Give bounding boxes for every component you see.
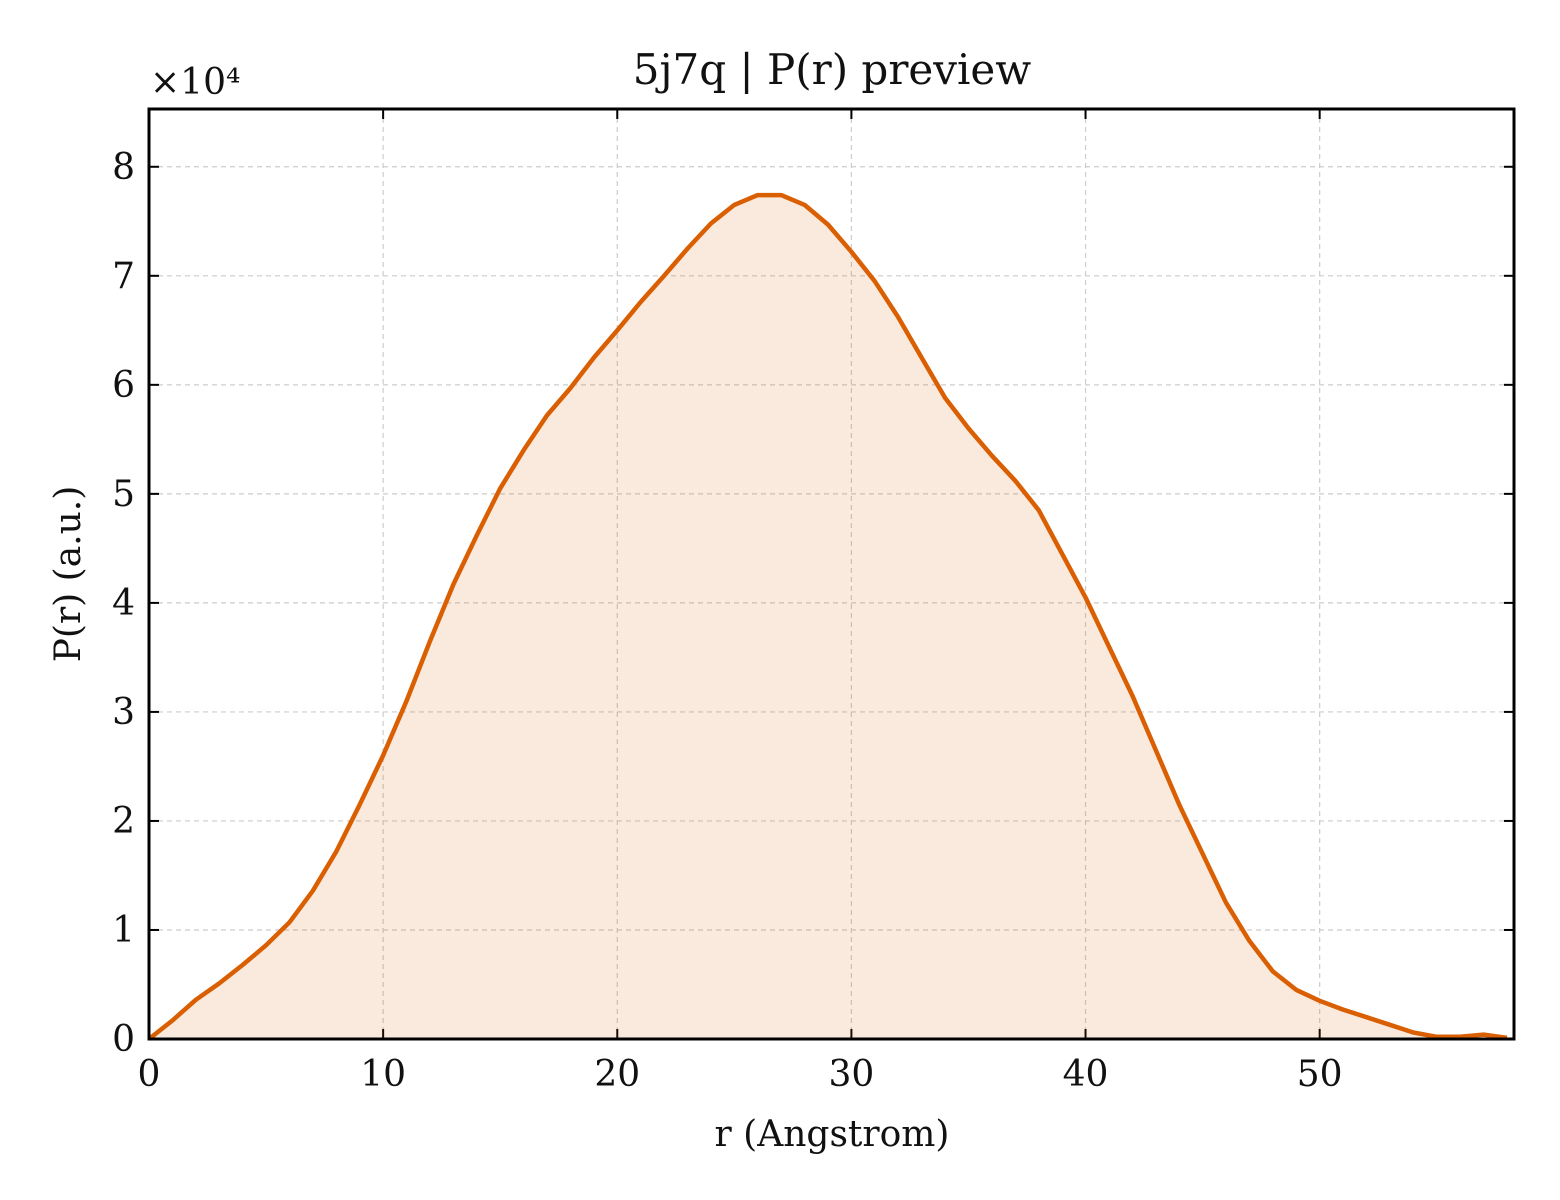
x-tick-label: 30 [828, 1054, 874, 1095]
y-offset-label: ×10⁴ [150, 62, 240, 103]
area-fill [149, 195, 1507, 1040]
y-tick-label: 3 [112, 692, 135, 733]
y-tick-label: 8 [112, 147, 135, 188]
plot-frame [147, 107, 1516, 1041]
y-tick-label: 4 [112, 583, 135, 624]
y-tick-label: 0 [112, 1019, 135, 1060]
line [147, 192, 1508, 1041]
y-tick-label: 2 [112, 801, 135, 842]
chart-title: 5j7q | P(r) preview [633, 45, 1031, 94]
x-tick-label: 0 [138, 1054, 161, 1095]
y-tick-label: 7 [112, 256, 135, 297]
y-axis-label: P(r) (a.u.) [48, 486, 89, 663]
y-tick-label: 6 [112, 365, 135, 406]
x-tick-label: 40 [1063, 1054, 1109, 1095]
x-tick-label: 10 [360, 1054, 406, 1095]
y-tick-label: 1 [112, 910, 135, 951]
x-axis-label: r (Angstrom) [715, 1114, 950, 1155]
x-tick-label: 20 [594, 1054, 640, 1095]
y-tick-label: 5 [112, 474, 135, 515]
x-tick-label: 50 [1297, 1054, 1343, 1095]
